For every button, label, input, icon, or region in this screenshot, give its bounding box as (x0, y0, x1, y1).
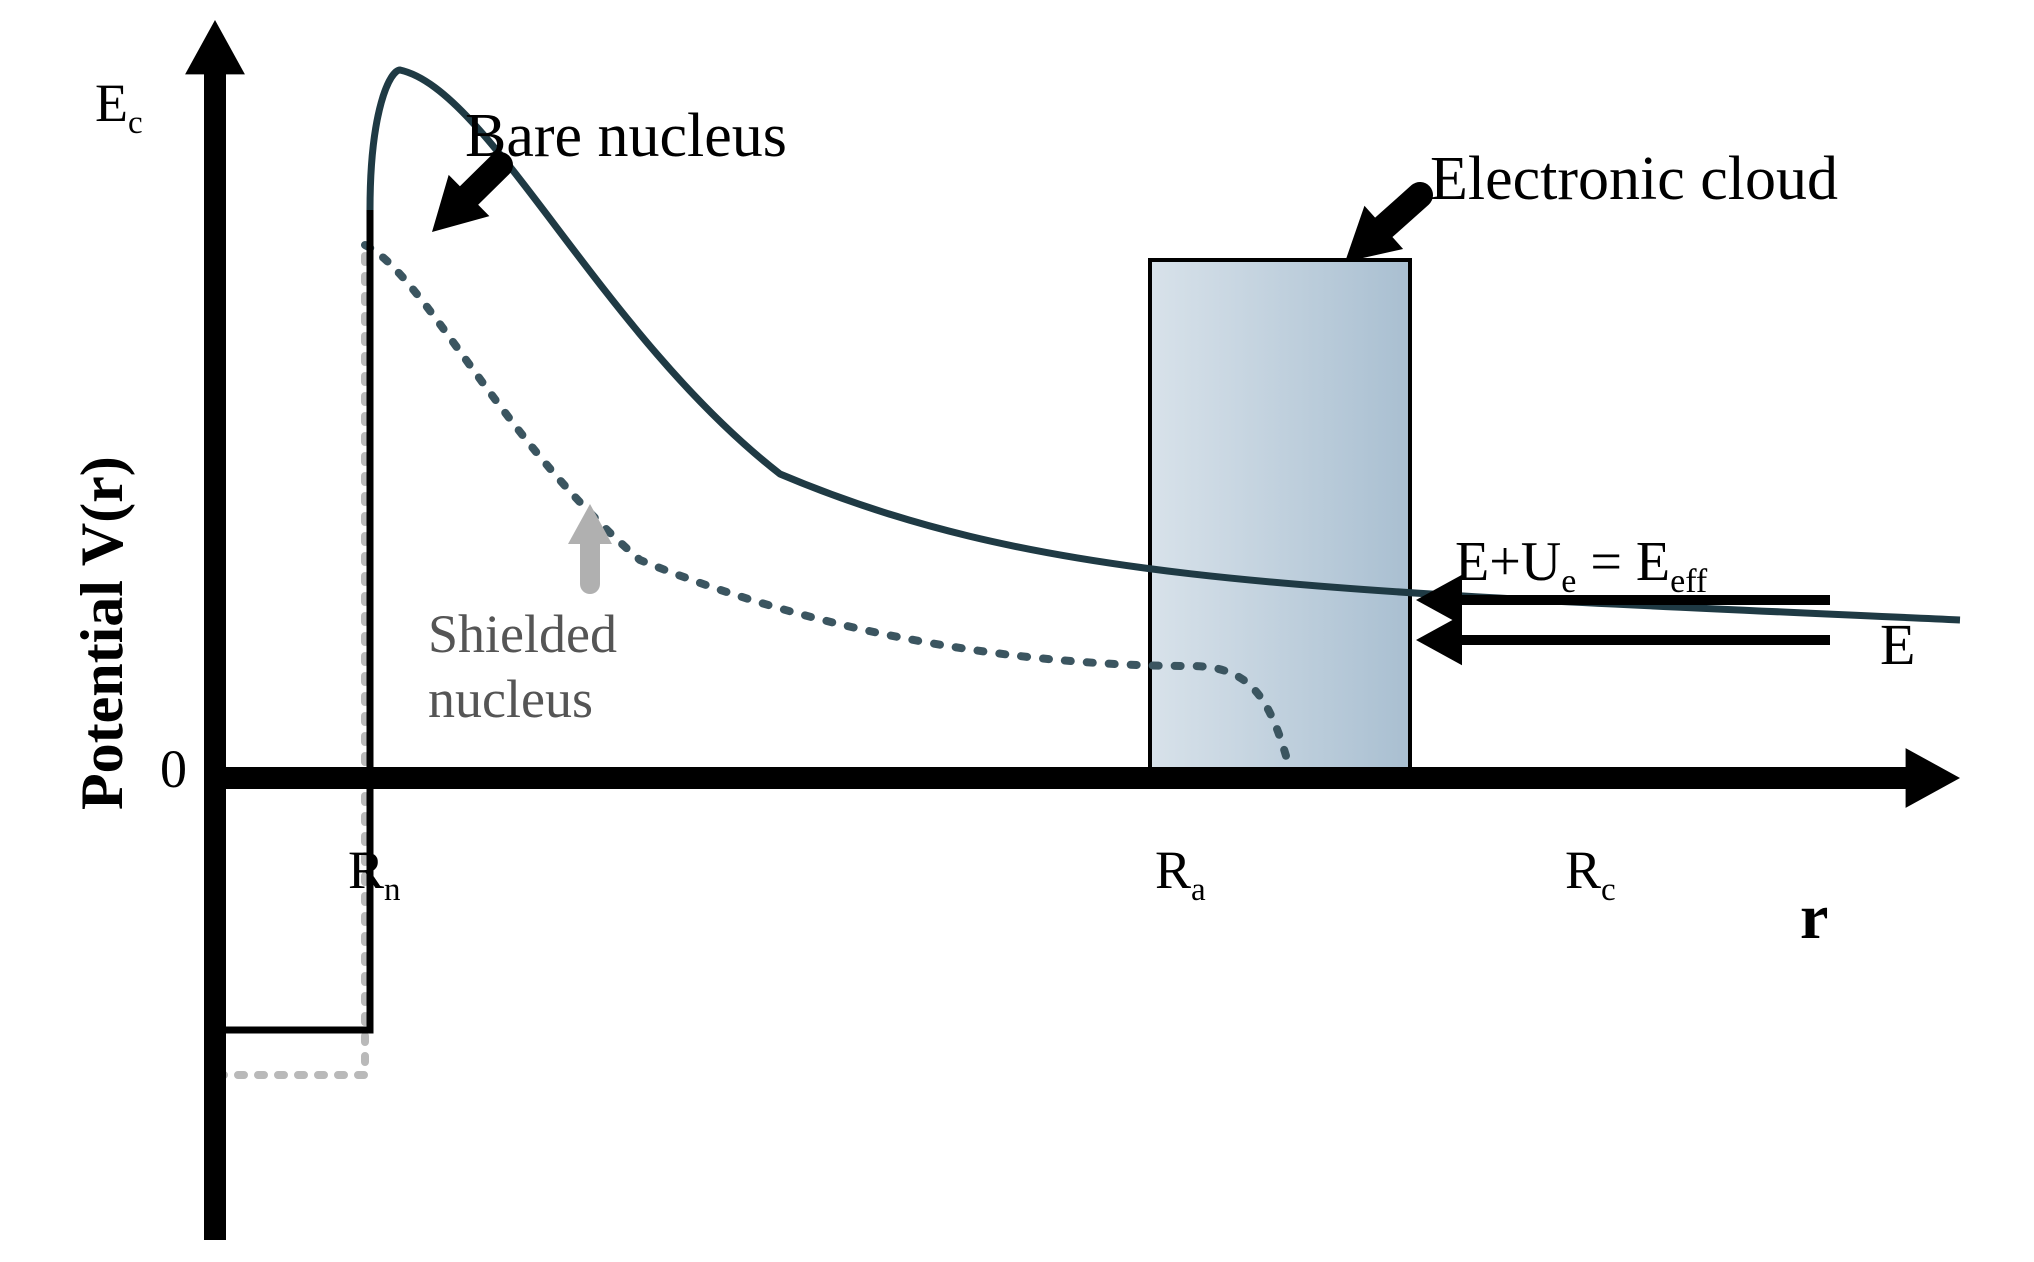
tick-label-ec: Ec (95, 72, 143, 142)
tick-label-rc: Rc (1565, 839, 1616, 909)
tick-label-rn: Rn (348, 839, 401, 909)
electronic-cloud-label: Electronic cloud (1430, 144, 1838, 215)
diagram-stage: Potential V(r) r Ec 0 Rn Ra Rc Bare nucl… (0, 0, 2034, 1262)
energy-e-label: E (1880, 611, 1915, 678)
shielded-nucleus-label-1: Shielded (428, 603, 617, 665)
electronic-cloud-rect (1150, 260, 1410, 770)
energy-eeff-label: E+Ue = Eeff (1455, 530, 1707, 601)
bare-nucleus-label: Bare nucleus (465, 101, 787, 172)
tick-label-ra: Ra (1155, 839, 1206, 909)
shielded-nucleus-label-2: nucleus (428, 668, 593, 730)
shielded-well-path (218, 245, 365, 1075)
x-axis-label: r (1800, 880, 1828, 954)
tick-label-zero: 0 (160, 738, 187, 800)
y-axis-label: Potential V(r) (68, 456, 137, 810)
